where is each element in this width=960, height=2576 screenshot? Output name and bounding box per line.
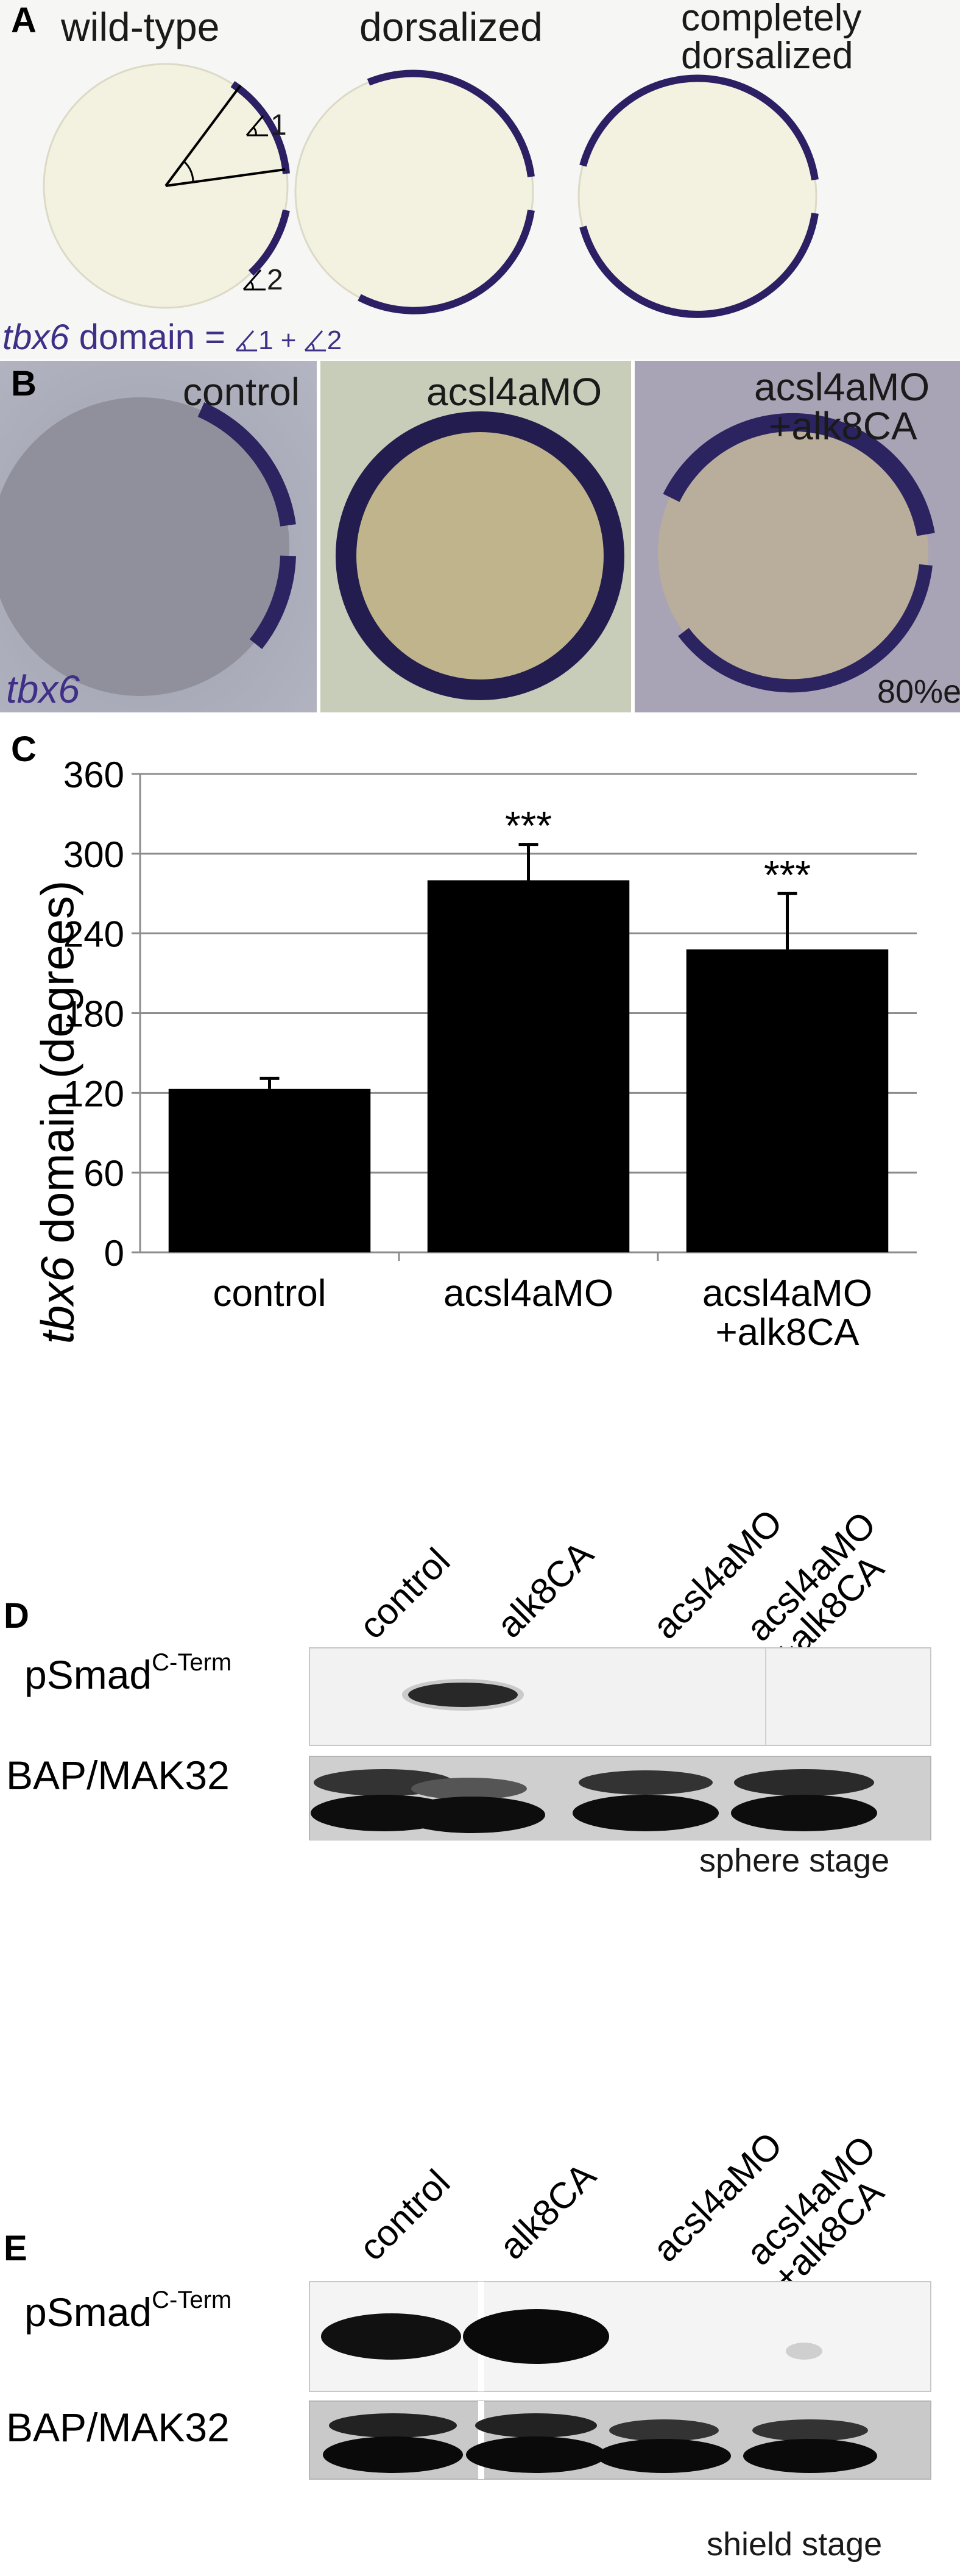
formula-angle-icon-1 xyxy=(235,330,258,352)
title-wild-type: wild-type xyxy=(61,4,220,49)
stain-rescue-upper xyxy=(663,413,935,536)
lane-label-e-alk8CA: alk8CA xyxy=(491,2154,604,2268)
angle-label-2: 2 xyxy=(267,264,283,296)
bands-d-bap xyxy=(311,1769,877,1833)
angle-label-1: 1 xyxy=(270,109,287,141)
bar-0 xyxy=(168,1088,371,1252)
blot-d-pSmad-name: pSmad xyxy=(24,1652,152,1697)
photo-control xyxy=(0,361,317,712)
stain-arc-dorsalized-2 xyxy=(358,210,535,314)
condition-control: control xyxy=(183,370,300,414)
lane-label-e-control-text: control xyxy=(351,2162,458,2269)
significance-2: *** xyxy=(764,852,811,897)
y-tick-label-60: 60 xyxy=(83,1153,124,1194)
formula-angle-icon-2 xyxy=(304,330,326,352)
lane-label-e-alk8CA-text: alk8CA xyxy=(491,2154,604,2268)
blot-e-row-bap: BAP/MAK32 xyxy=(6,2405,230,2450)
panel-a-label: A xyxy=(11,1,37,40)
category-label-2-0: acsl4aMO xyxy=(702,1272,872,1315)
significance-1: *** xyxy=(505,803,552,848)
bar-1 xyxy=(427,880,630,1252)
category-label-2-1: +alk8CA xyxy=(715,1311,859,1354)
formula-plus: + xyxy=(273,325,304,355)
stain-arc-wild-type-1 xyxy=(230,81,290,174)
title-completely: completely xyxy=(681,0,862,39)
band-d-pSmad-alk8CA xyxy=(408,1683,518,1707)
formula-text: domain = xyxy=(69,318,236,357)
condition-acsl4aMO-2: acsl4aMO xyxy=(754,365,930,409)
angle-symbol-2 xyxy=(242,269,266,291)
formula-angle-1: 1 xyxy=(258,325,274,355)
angle-line-upper xyxy=(164,84,242,187)
panel-c-label: C xyxy=(11,729,37,769)
stain-arc-wild-type-2 xyxy=(248,209,290,276)
bands-e-bap xyxy=(323,2413,877,2473)
title-completely-dorsalized: dorsalized xyxy=(681,35,853,77)
photo-acsl4aMO xyxy=(320,361,631,712)
y-tick-label-300: 300 xyxy=(63,834,124,875)
stain-arc-dorsalized-1 xyxy=(367,69,535,177)
panel-b-stage: 80%e xyxy=(877,673,960,710)
embryo-acsl4aMO xyxy=(336,411,624,700)
embryo-control xyxy=(0,397,289,696)
panel-b-gene: tbx6 xyxy=(6,667,80,711)
angle-line-lower xyxy=(165,168,286,187)
panel-d-label: D xyxy=(4,1596,29,1636)
blot-d-stage: sphere stage xyxy=(699,1842,890,1879)
y-tick-label-0: 0 xyxy=(104,1233,124,1274)
panel-a-embryo-diagrams xyxy=(43,63,819,318)
blot-e-pSmad-sup: C-Term xyxy=(152,2287,232,2313)
stain-control-upper xyxy=(197,402,296,527)
blot-e-image xyxy=(309,2281,931,2480)
lane-label-e-control: control xyxy=(351,2162,458,2269)
bar-2 xyxy=(686,949,889,1252)
tbx6-domain-formula: tbx6 domain = 1 + 2 xyxy=(2,317,342,358)
band-e-pSmad-control xyxy=(321,2313,461,2360)
blot-e-stage: shield stage xyxy=(707,2526,883,2563)
y-tick-label-180: 180 xyxy=(63,994,124,1035)
y-tick-label-240: 240 xyxy=(63,914,124,955)
condition-alk8CA: +alk8CA xyxy=(769,404,917,448)
y-axis-label-rest: domain (degrees) xyxy=(32,880,84,1257)
y-tick-label-120: 120 xyxy=(63,1073,124,1114)
panel-b-label: B xyxy=(11,364,37,403)
band-e-pSmad-alk8CA xyxy=(463,2309,609,2364)
panel-e-label: E xyxy=(4,2229,27,2268)
category-label-1-0: acsl4aMO xyxy=(443,1272,613,1315)
photo-acsl4aMO-alk8CA xyxy=(635,361,960,712)
blot-d-image xyxy=(309,1647,931,1840)
blot-e-row-pSmad: pSmadC-Term xyxy=(24,2287,232,2335)
category-label-0-0: control xyxy=(213,1272,326,1315)
angle-symbol-1 xyxy=(245,115,268,137)
formula-gene: tbx6 xyxy=(2,318,69,357)
bar-chart: 0 60 120 180 240 300 360 control *** acsl4aMO *** a… xyxy=(63,754,917,1354)
blot-d-row-bap: BAP/MAK32 xyxy=(6,1753,230,1798)
stain-arc-complete-2 xyxy=(579,213,819,318)
y-axis-label-gene: tbx6 xyxy=(32,1256,84,1344)
stain-arc-complete-1 xyxy=(579,74,819,180)
condition-acsl4aMO: acsl4aMO xyxy=(426,370,602,414)
formula-angle-2: 2 xyxy=(326,325,342,355)
embryo-acsl4aMO-alk8CA xyxy=(658,417,928,688)
angle-arc-marker xyxy=(183,160,194,183)
stain-rescue-lower xyxy=(678,564,933,693)
blot-e-pSmad-name: pSmad xyxy=(24,2290,152,2335)
blot-d-pSmad-sup: C-Term xyxy=(152,1649,232,1676)
y-tick-label-360: 360 xyxy=(63,754,124,795)
stain-control-lower xyxy=(249,555,296,650)
title-dorsalized: dorsalized xyxy=(359,4,543,49)
blot-d-row-pSmad: pSmadC-Term xyxy=(24,1649,232,1698)
